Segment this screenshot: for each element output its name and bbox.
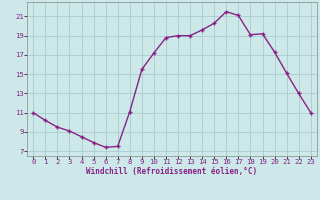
- X-axis label: Windchill (Refroidissement éolien,°C): Windchill (Refroidissement éolien,°C): [86, 167, 258, 176]
